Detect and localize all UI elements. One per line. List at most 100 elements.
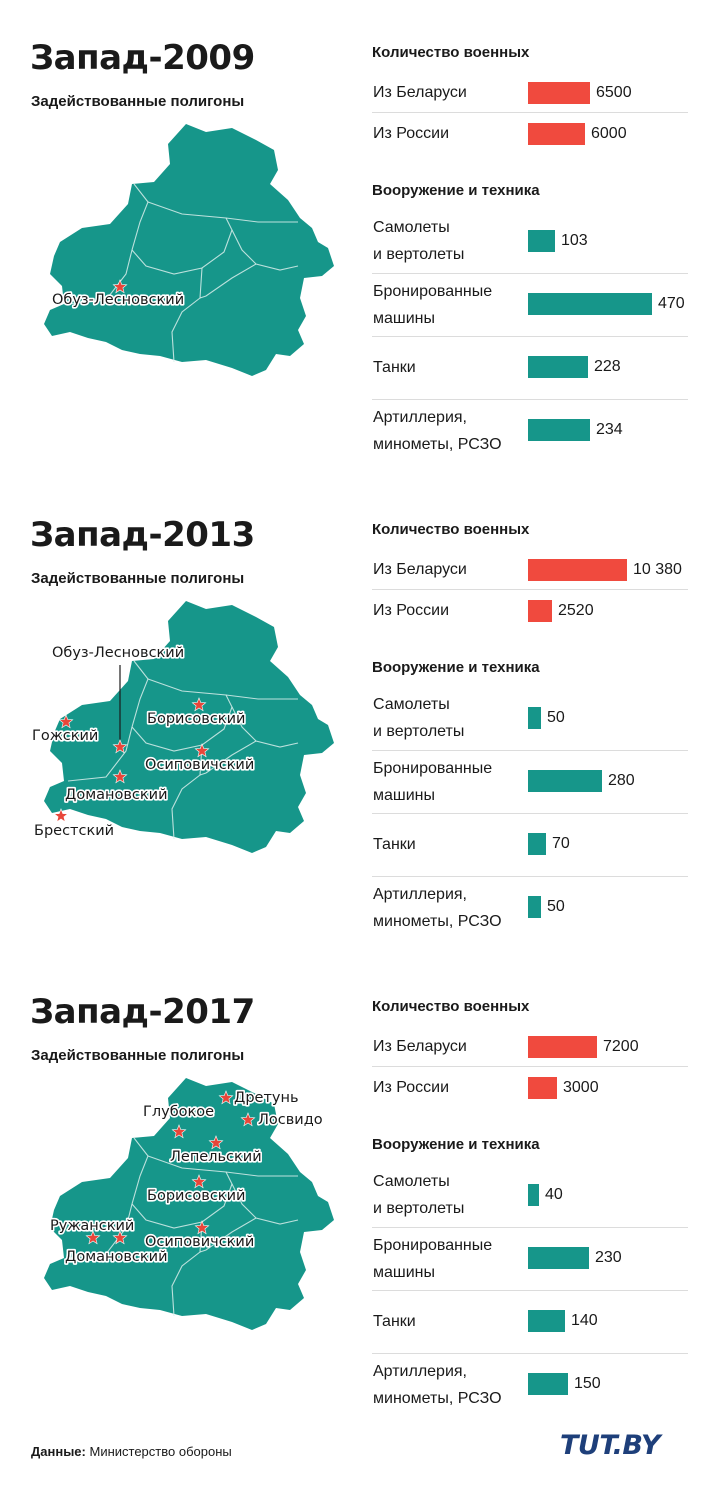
troops-bar-belarus	[528, 1036, 597, 1058]
bar-value-label: 6000	[591, 125, 627, 142]
bar-value-label: 280	[608, 772, 635, 789]
belarus-map: Дретунь Глубокое Лосвидо Лепельский Борисовс…	[44, 1078, 334, 1330]
site-label: Ружанский	[50, 1218, 134, 1234]
bar-value-label: 50	[547, 709, 565, 726]
equipment-row: Артиллерия, минометы, РСЗО 50	[372, 877, 688, 940]
bar-value-label: 140	[571, 1312, 598, 1329]
troops-row: Из России 2520	[372, 590, 688, 631]
source-text: Министерство обороны	[89, 1444, 232, 1459]
site-label: Обуз-Лесновский	[52, 645, 184, 661]
troops-bar-russia	[528, 123, 585, 145]
site-label: Домановский	[65, 787, 168, 803]
equipment-row: Самолеты и вертолеты 40	[372, 1164, 688, 1228]
row-divider	[372, 399, 688, 400]
bar-category-label: Из Беларуси	[373, 84, 467, 101]
bar-category-label: Артиллерия, минометы, РСЗО	[373, 409, 502, 453]
bar-category-label: Самолеты и вертолеты	[373, 1173, 465, 1217]
site-star-icon	[191, 1174, 207, 1189]
section-title: Запад-2013	[30, 515, 255, 555]
equipment-bar-armored	[528, 293, 652, 315]
row-divider	[372, 589, 688, 590]
bar-category-label: Из Беларуси	[373, 561, 467, 578]
bar-category-label: Из России	[373, 602, 450, 619]
site-label: Домановский	[65, 1249, 168, 1265]
tutby-logo: TUT.BY	[560, 1430, 661, 1461]
row-divider	[372, 1353, 688, 1354]
section-title: Запад-2009	[30, 38, 255, 78]
equipment-row: Самолеты и вертолеты 50	[372, 687, 688, 751]
site-label: Глубокое	[143, 1104, 214, 1120]
site-star-icon	[112, 739, 128, 754]
bar-value-label: 234	[596, 421, 623, 438]
site-label: Лепельский	[170, 1149, 262, 1165]
troops-row: Из Беларуси 10 380	[372, 549, 688, 590]
bar-value-label: 10 380	[633, 561, 682, 578]
bar-value-label: 230	[595, 1249, 622, 1266]
bar-value-label: 150	[574, 1375, 601, 1392]
equipment-bar-armored	[528, 1247, 589, 1269]
site-label: Осиповичский	[145, 1234, 254, 1250]
site-star-icon	[194, 1220, 210, 1235]
belarus-map: Обуз-Лесновский	[44, 124, 334, 376]
site-star-icon	[208, 1135, 224, 1150]
site-label: Борисовский	[147, 711, 245, 727]
equipment-row: Танки 228	[372, 337, 688, 400]
site-star-icon	[112, 769, 128, 784]
equipment-bar-artillery	[528, 896, 541, 918]
belarus-map: Обуз-Лесновский Гожский Борисовский Осипови…	[30, 601, 334, 853]
equipment-bar-artillery	[528, 419, 590, 441]
bar-value-label: 7200	[603, 1038, 639, 1055]
equipment-group-title: Вооружение и техника	[372, 1136, 540, 1153]
equipment-bar-artillery	[528, 1373, 568, 1395]
equipment-row: Самолеты и вертолеты 103	[372, 210, 688, 274]
belarus-shape	[44, 601, 334, 853]
troops-row: Из Беларуси 6500	[372, 72, 688, 113]
exercise-section-2017: Запад-2017 Задействованные полигоны Дрет…	[0, 954, 720, 1431]
troops-bar-belarus	[528, 559, 627, 581]
equipment-group-title: Вооружение и техника	[372, 659, 540, 676]
troops-row: Из Беларуси 7200	[372, 1026, 688, 1067]
site-star-icon	[112, 1230, 128, 1245]
equipment-row: Бронированные машины 470	[372, 274, 688, 337]
exercise-section-2009: Запад-2009 Задействованные полигоны Обуз…	[0, 0, 720, 477]
bar-category-label: Бронированные машины	[373, 1237, 493, 1281]
map-subtitle: Задействованные полигоны	[31, 1047, 245, 1064]
bar-category-label: Танки	[373, 359, 416, 376]
equipment-bar-tanks	[528, 1310, 565, 1332]
equipment-bar-tanks	[528, 356, 588, 378]
site-star-icon	[191, 697, 207, 712]
site-label: Обуз-Лесновский	[52, 292, 184, 308]
equipment-bar-aircraft	[528, 1184, 539, 1206]
bar-category-label: Из Беларуси	[373, 1038, 467, 1055]
exercise-section-2013: Запад-2013 Задействованные полигоны Обуз…	[0, 477, 720, 954]
site-star-icon	[85, 1230, 101, 1245]
row-divider	[372, 1066, 688, 1067]
troops-group-title: Количество военных	[372, 44, 530, 61]
bar-value-label: 2520	[558, 602, 594, 619]
troops-row: Из России 6000	[372, 113, 688, 154]
site-star-icon	[218, 1090, 234, 1105]
equipment-row: Бронированные машины 230	[372, 1228, 688, 1291]
row-divider	[372, 273, 688, 274]
equipment-row: Артиллерия, минометы, РСЗО 234	[372, 400, 688, 463]
bar-category-label: Из России	[373, 125, 450, 142]
site-label: Лосвидо	[258, 1112, 323, 1128]
site-star-icon	[112, 279, 128, 294]
bar-category-label: Самолеты и вертолеты	[373, 696, 465, 740]
equipment-row: Артиллерия, минометы, РСЗО 150	[372, 1354, 688, 1417]
row-divider	[372, 336, 688, 337]
troops-bar-russia	[528, 600, 552, 622]
troops-bar-belarus	[528, 82, 590, 104]
belarus-shape	[44, 124, 334, 376]
belarus-shape	[44, 1078, 334, 1330]
bar-value-label: 103	[561, 232, 588, 249]
bar-value-label: 3000	[563, 1079, 599, 1096]
equipment-bar-tanks	[528, 833, 546, 855]
row-divider	[372, 876, 688, 877]
bar-category-label: Бронированные машины	[373, 760, 493, 804]
bar-value-label: 50	[547, 898, 565, 915]
row-divider	[372, 1290, 688, 1291]
bar-category-label: Из России	[373, 1079, 450, 1096]
equipment-bar-aircraft	[528, 707, 541, 729]
bar-category-label: Артиллерия, минометы, РСЗО	[373, 886, 502, 930]
